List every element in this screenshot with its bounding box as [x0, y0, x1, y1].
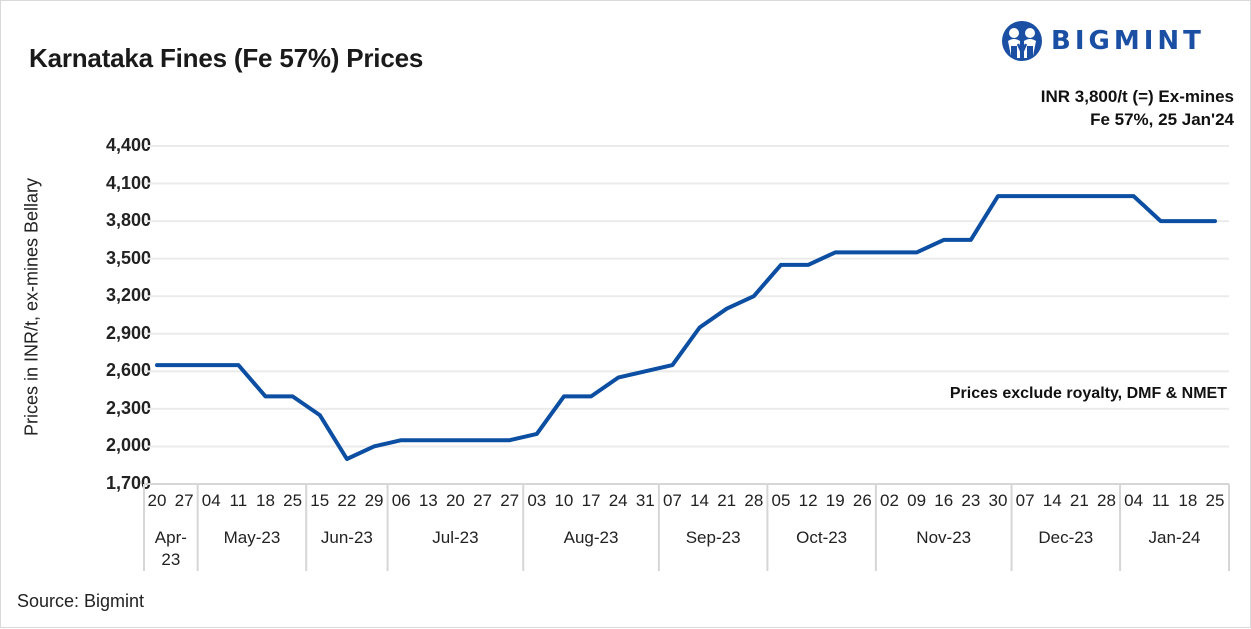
x-day-label: 28	[744, 491, 763, 510]
x-day-label: 07	[663, 491, 682, 510]
x-day-label: 29	[365, 491, 384, 510]
x-month-label: Nov-23	[916, 528, 971, 547]
x-day-label: 18	[256, 491, 275, 510]
x-day-label: 26	[853, 491, 872, 510]
source-note: Source: Bigmint	[17, 591, 145, 611]
x-day-label: 19	[826, 491, 845, 510]
x-month-label: Jan-24	[1149, 528, 1201, 547]
price-note-line-2: Fe 57%, 25 Jan'24	[1090, 110, 1234, 129]
x-day-label: 28	[1097, 491, 1116, 510]
y-tick-label: 4,100	[105, 172, 151, 193]
x-day-label: 25	[1206, 491, 1225, 510]
x-day-label: 04	[1124, 491, 1143, 510]
x-day-label: 11	[230, 491, 248, 510]
bigmint-people-icon	[1002, 21, 1042, 61]
royalty-annotation: Prices exclude royalty, DMF & NMET	[949, 385, 1227, 402]
latest-price-note: INR 3,800/t (=) Ex-mines Fe 57%, 25 Jan'…	[1041, 85, 1234, 131]
x-month-label: Sep-23	[686, 528, 741, 547]
x-day-label: 30	[989, 491, 1008, 510]
x-day-label: 20	[148, 491, 167, 510]
x-day-label: 25	[283, 491, 302, 510]
x-day-label: 14	[1043, 491, 1062, 510]
logo-text: BIGMINT	[1051, 26, 1205, 56]
x-month-label: 23	[161, 550, 180, 569]
y-tick-label: 4,400	[105, 135, 151, 155]
x-month-label: Dec-23	[1038, 528, 1093, 547]
x-day-label: 21	[1070, 491, 1089, 510]
x-day-label: 22	[337, 491, 356, 510]
x-day-label: 14	[690, 491, 709, 510]
y-tick-label: 1,700	[105, 473, 151, 493]
x-day-label: 07	[1016, 491, 1035, 510]
x-day-label: 18	[1178, 491, 1197, 510]
y-tick-label: 2,600	[105, 360, 151, 381]
x-day-label: 03	[527, 491, 546, 510]
y-tick-label: 3,200	[105, 285, 151, 306]
x-day-label: 15	[310, 491, 329, 510]
x-day-label: 21	[717, 491, 736, 510]
x-day-label: 31	[636, 491, 655, 510]
price-note-line-1: INR 3,800/t (=) Ex-mines	[1040, 87, 1234, 106]
x-day-label: 10	[554, 491, 573, 510]
y-tick-label: 2,000	[105, 435, 151, 456]
x-day-label: 09	[907, 491, 926, 510]
y-tick-label: 3,500	[105, 247, 151, 268]
x-day-label: 27	[175, 491, 194, 510]
x-month-label: Aug-23	[564, 528, 619, 547]
x-day-label: 27	[500, 491, 519, 510]
x-day-label: 24	[609, 491, 628, 510]
y-tick-label: 3,800	[105, 210, 151, 231]
price-series-line	[155, 194, 1217, 461]
x-day-label: 16	[934, 491, 953, 510]
bigmint-logo: BIGMINT	[1001, 20, 1205, 62]
x-month-label: Oct-23	[796, 528, 847, 547]
x-month-label: Jul-23	[432, 528, 478, 547]
y-tick-label: 2,300	[105, 397, 151, 418]
y-tick-label: 2,900	[105, 322, 151, 343]
chart-title: Karnataka Fines (Fe 57%) Prices	[29, 43, 424, 73]
x-month-label: Apr-	[155, 528, 187, 547]
x-day-label: 27	[473, 491, 492, 510]
x-month-label: Jun-23	[321, 528, 373, 547]
x-month-label: May-23	[224, 528, 281, 547]
x-day-label: 02	[880, 491, 899, 510]
x-day-label: 17	[582, 491, 601, 510]
x-day-label: 23	[961, 491, 980, 510]
x-day-label: 11	[1152, 491, 1170, 510]
x-day-label: 20	[446, 491, 465, 510]
x-day-label: 05	[771, 491, 790, 510]
x-day-label: 12	[799, 491, 818, 510]
x-day-label: 06	[392, 491, 411, 510]
x-day-label: 13	[419, 491, 438, 510]
x-day-label: 04	[202, 491, 221, 510]
